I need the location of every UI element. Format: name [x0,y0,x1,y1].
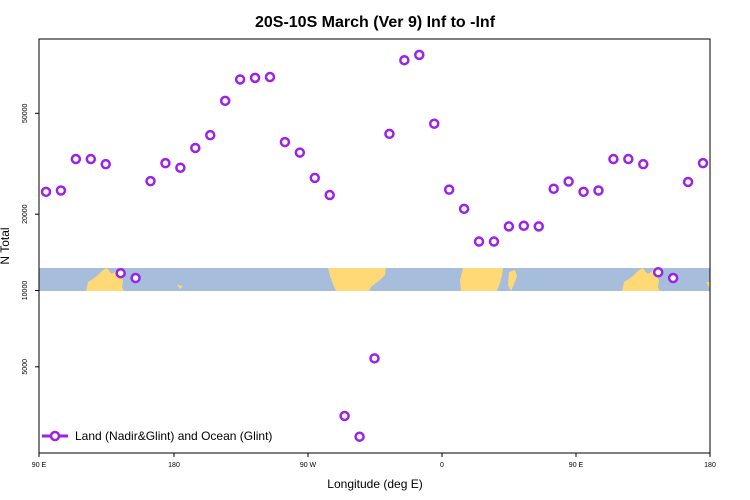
x-tick-label: 180 [168,462,180,469]
x-tick-label: 0 [440,462,444,469]
plot-frame [38,38,711,454]
data-point [563,176,574,187]
land-africa [460,268,503,291]
data-point [548,183,559,194]
data-point [369,353,380,364]
data-point [160,157,171,169]
data-point [443,184,455,195]
land-australia-2 [622,268,660,291]
data-point [175,162,186,173]
data-point [667,272,679,284]
data-point [115,267,126,279]
data-point [488,236,500,247]
data-point [70,153,82,165]
data-point [145,175,156,187]
data-point [339,410,350,422]
x-axis-label: Longitude (deg E) [327,477,422,491]
data-point [40,186,52,198]
land-islands-1 [177,285,183,289]
data-point [234,74,246,85]
data-point [638,158,649,170]
data-point [219,95,231,107]
data-point [697,157,709,169]
land-australia-1 [86,268,124,291]
data-point [130,272,141,284]
land-islands-2 [706,282,710,289]
data-point [682,176,694,188]
data-point [458,203,470,215]
y-tick-label: 10000 [22,281,29,301]
legend-marker [49,430,61,442]
y-tick-label: 50000 [22,103,29,123]
data-point [473,236,485,247]
data-point [414,49,425,61]
x-tick-label: 90 E [569,462,584,469]
land-america [328,268,386,291]
data-point [294,147,306,158]
data-point [518,220,530,232]
data-point [190,142,201,154]
x-tick-label: 90 E [32,462,47,469]
data-point [623,153,634,165]
data-point [205,129,216,141]
y-axis: 5000 10000 20000 50000 [22,103,39,375]
data-point [279,136,291,148]
x-tick-label: 90 W [300,462,317,469]
data-point [652,267,664,278]
data-point [399,54,410,66]
data-point [249,72,261,84]
data-point [100,158,111,170]
data-point [324,189,335,201]
data-point [608,153,619,165]
data-point [503,221,515,232]
data-point [264,71,276,83]
x-axis: 90 E 180 90 W 0 90 E 180 [32,453,716,469]
data-points [40,49,709,442]
y-tick-label: 20000 [22,204,29,224]
data-point [309,172,321,184]
data-point [593,185,604,196]
y-tick-label: 5000 [22,359,29,375]
x-tick-label: 180 [704,462,716,469]
data-point [384,128,395,140]
data-point [533,221,544,232]
data-point [354,431,365,442]
data-point [55,185,67,196]
map-strip [39,268,710,291]
data-point [428,118,440,129]
legend-entry-label: Land (Nadir&Glint) and Ocean (Glint) [75,429,272,443]
y-axis-label: N Total [0,227,12,264]
data-point [578,186,589,198]
land-areas [86,268,710,291]
data-point [85,153,97,165]
land-madagascar [508,270,517,291]
chart-title: 20S-10S March (Ver 9) Inf to -Inf [255,14,496,31]
legend: Land (Nadir&Glint) and Ocean (Glint) [42,429,272,443]
